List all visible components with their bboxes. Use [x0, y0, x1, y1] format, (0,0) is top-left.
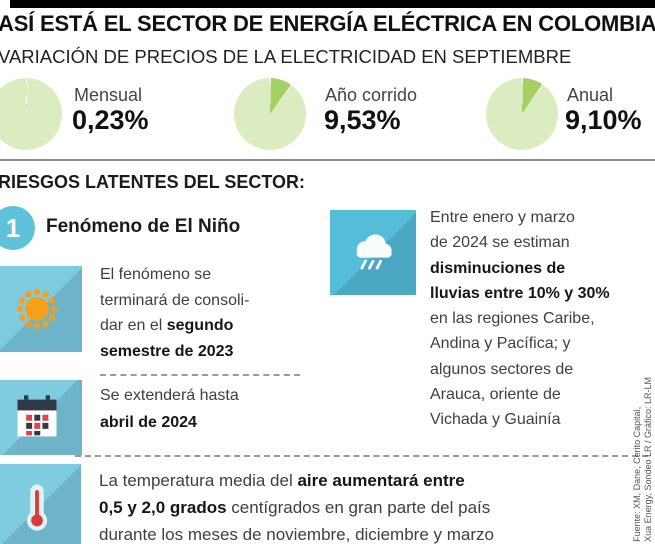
section-divider — [0, 159, 655, 161]
risk-number-badge: 1 — [0, 206, 35, 250]
text-line: Andina y Pacífica; y — [430, 335, 571, 353]
credit-line: Xua Energy, Sondeo LR / Gráfico: LR-LM — [643, 377, 653, 542]
text-line: durante los meses de noviembre, diciembr… — [99, 525, 494, 544]
text-line: Se extenderá hasta — [100, 387, 239, 404]
calendar-tile — [0, 380, 82, 455]
text-line: terminará de consoli- — [100, 291, 250, 309]
pie-chart-ano-corrido — [234, 78, 306, 150]
rain-cloud-icon — [356, 233, 392, 270]
text-line: dar en el segundo — [100, 317, 234, 334]
text-line: La temperatura media del aire aumentará … — [99, 471, 465, 490]
calendar-fact-text: Se extenderá hasta abril de 2024 — [100, 383, 320, 436]
source-credit: Fuente: XM, Dane, Cerito Capital, Xua En… — [632, 377, 654, 542]
text-line: en las regiones Caribe, — [430, 310, 595, 328]
sun-tile — [0, 266, 82, 352]
dashed-separator-long — [75, 455, 648, 457]
credit-line: Fuente: XM, Dane, Cerito Capital, — [632, 406, 642, 542]
temperature-fact-text: La temperatura media del aire aumentará … — [99, 467, 624, 544]
risk-title: Fenómeno de El Niño — [46, 216, 241, 237]
text-line: lluvias entre 10% y 30% — [430, 284, 610, 302]
rain-tile — [330, 210, 416, 295]
top-black-bar — [10, 0, 655, 8]
pie-value-ano-corrido: 9,53% — [324, 105, 401, 135]
pie-label-mensual: Mensual — [74, 85, 143, 105]
sun-icon — [16, 288, 58, 330]
text-line: Vichada y Guainía — [430, 411, 561, 429]
pie-chart-anual — [486, 78, 558, 150]
text-line: abril de 2024 — [100, 413, 197, 431]
risk-number: 1 — [5, 212, 21, 243]
text-line: de 2024 se estiman — [430, 234, 570, 252]
pie-label-ano-corrido: Año corrido — [325, 85, 418, 105]
dashed-separator — [100, 374, 300, 376]
text-line: algunos sectores de — [430, 360, 574, 378]
text-line: Entre enero y marzo — [430, 209, 575, 226]
pie-value-mensual: 0,23% — [72, 105, 149, 135]
section-subtitle: VARIACIÓN DE PRECIOS DE LA ELECTRICIDAD … — [0, 46, 572, 67]
text-line: Arauca, oriente de — [430, 386, 561, 404]
text-line: El fenómeno se — [100, 266, 212, 283]
thermometer-tile — [0, 464, 81, 544]
pie-value-anual: 9,10% — [565, 105, 642, 135]
rain-fact-text: Entre enero y marzo de 2024 se estiman dis… — [430, 205, 655, 433]
page-title: ASÍ ESTÁ EL SECTOR DE ENERGÍA ELÉCTRICA … — [0, 11, 655, 36]
text-line: disminuciones de — [430, 259, 566, 277]
pie-label-anual: Anual — [567, 85, 614, 105]
text-line: semestre de 2023 — [100, 342, 234, 360]
pie-chart-mensual — [0, 78, 62, 150]
text-line: 0,5 y 2,0 grados centígrados en gran par… — [99, 498, 491, 517]
risks-heading: RIESGOS LATENTES DEL SECTOR: — [0, 172, 306, 192]
sun-fact-text: El fenómeno se terminará de consoli-dar e… — [100, 262, 320, 364]
thermometer-icon — [26, 484, 47, 531]
calendar-icon — [17, 394, 57, 436]
